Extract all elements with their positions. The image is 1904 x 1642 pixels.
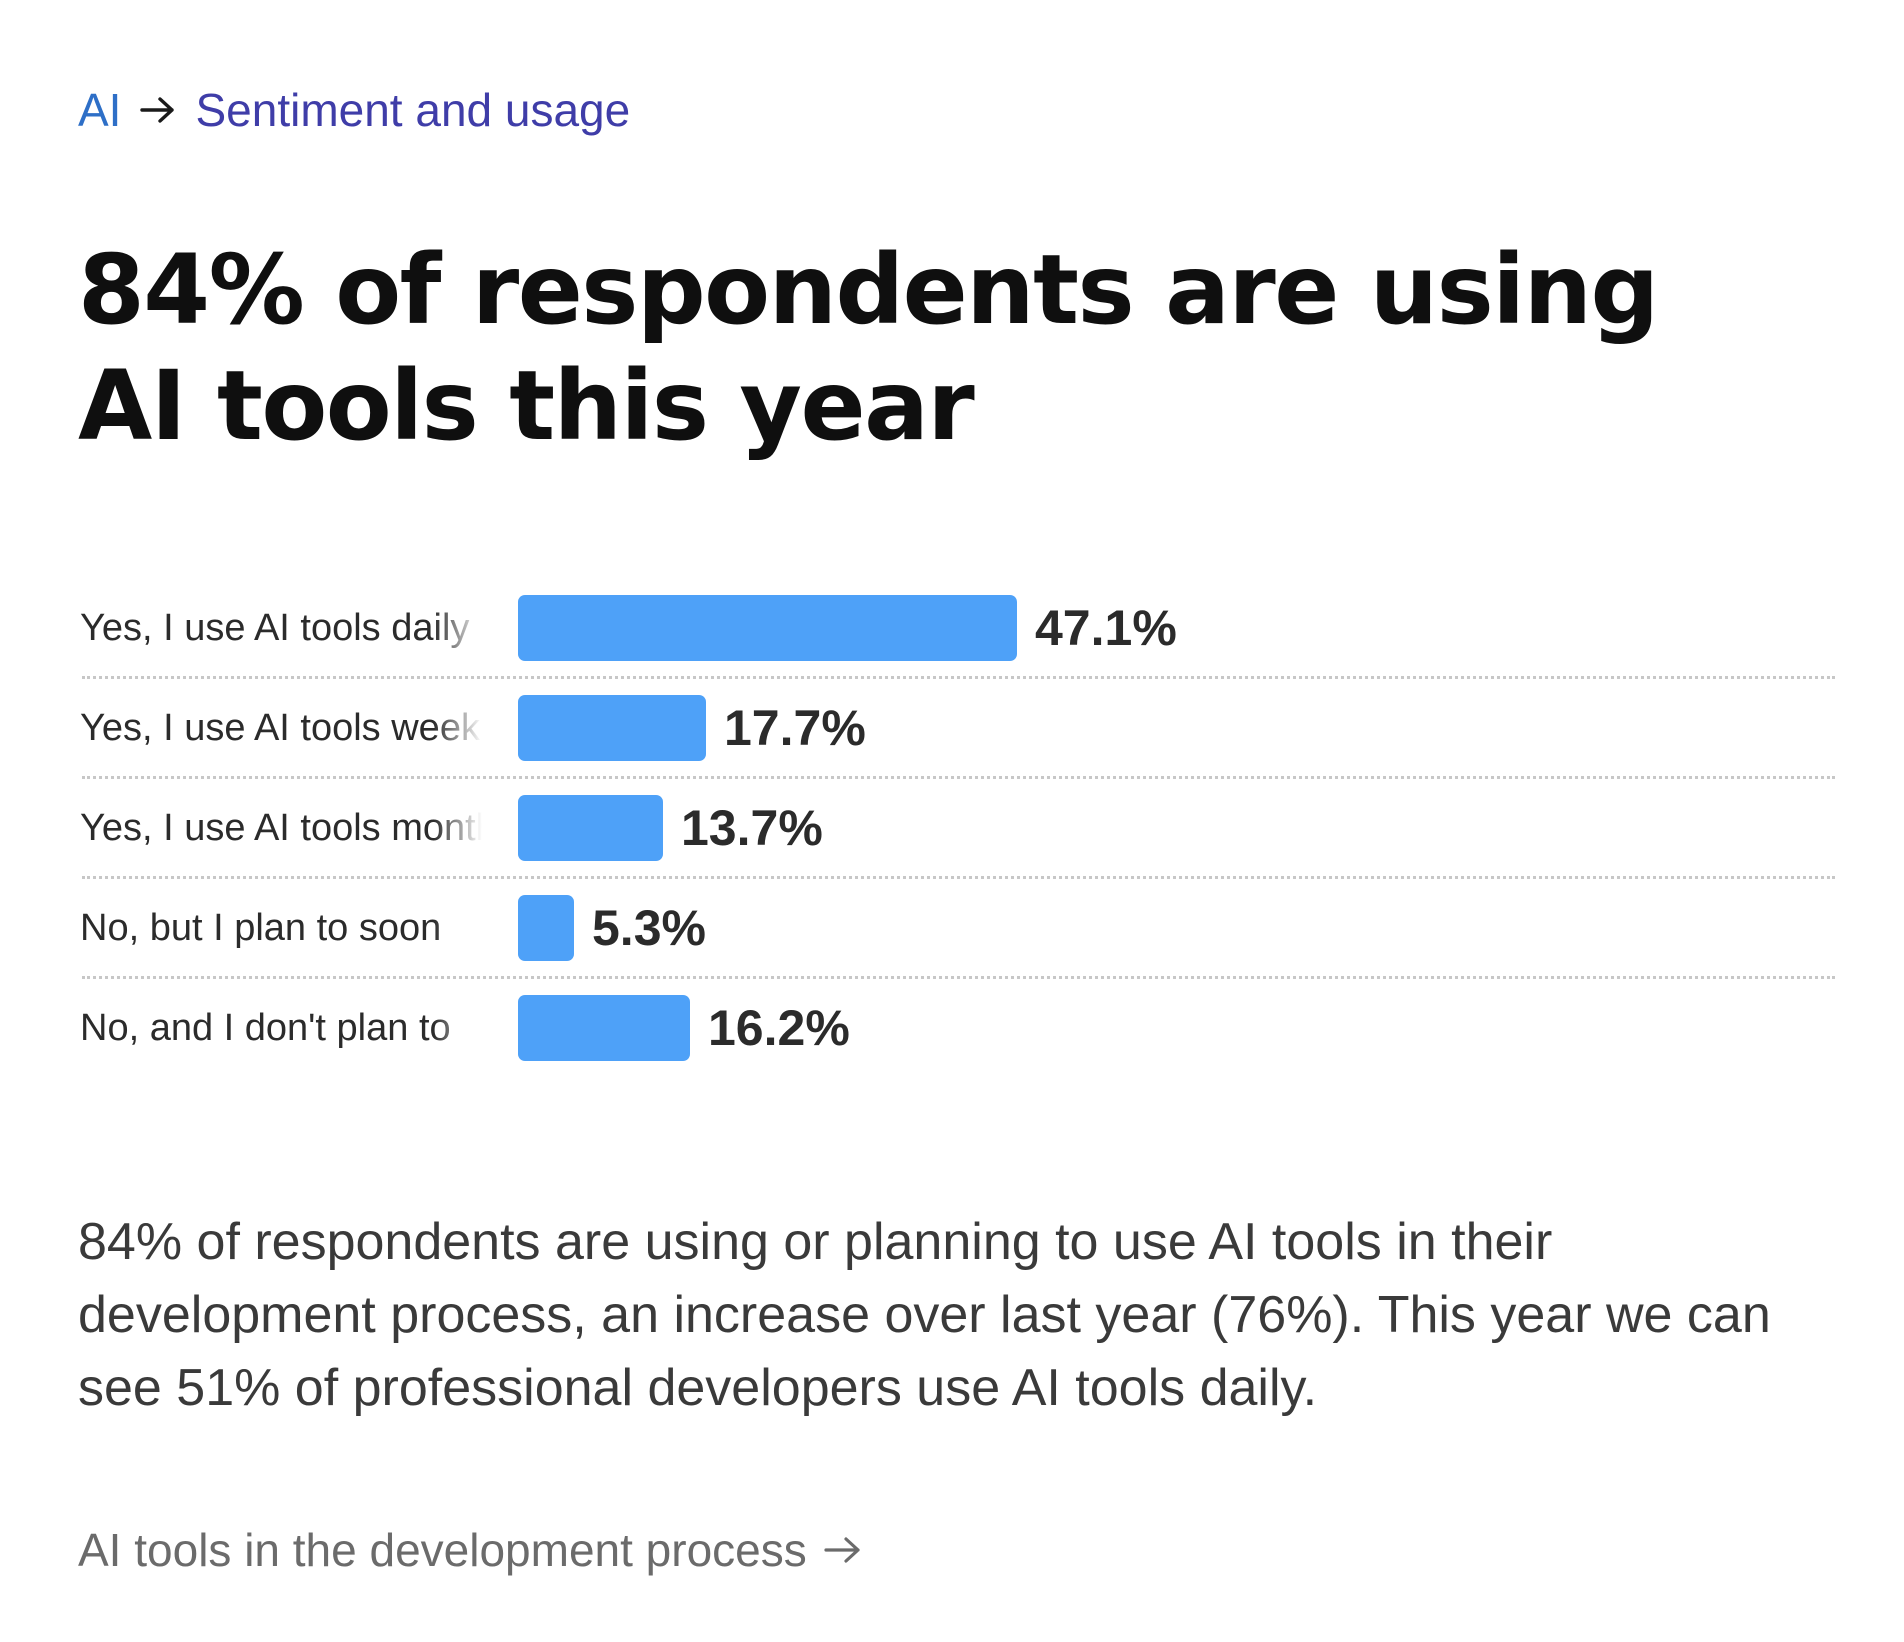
bar <box>518 995 690 1061</box>
value-label: 47.1% <box>1035 600 1177 656</box>
value-label: 5.3% <box>592 900 706 956</box>
bar <box>518 895 574 961</box>
category-label: Yes, I use AI tools weekly <box>80 707 482 749</box>
bar <box>518 595 1017 661</box>
value-label: 13.7% <box>681 800 823 856</box>
breadcrumb-ai-link[interactable]: AI <box>78 84 122 136</box>
row-divider <box>82 676 1835 679</box>
value-label: 17.7% <box>724 700 866 756</box>
row-divider <box>82 776 1835 779</box>
row-divider <box>82 976 1835 979</box>
chart-row: Yes, I use AI tools daily 47.1% <box>78 578 1835 679</box>
next-section-label: AI tools in the development process <box>78 1524 807 1576</box>
breadcrumb: AI Sentiment and usage <box>78 80 630 140</box>
chart-row: Yes, I use AI tools weekly 17.7% <box>78 678 1835 779</box>
bar <box>518 795 663 861</box>
category-label: No, but I plan to soon <box>80 907 442 949</box>
breadcrumb-sentiment-link[interactable]: Sentiment and usage <box>195 84 631 136</box>
description-text: 84% of respondents are using or planning… <box>78 1213 1771 1417</box>
page-title: 84% of respondents are using AI tools th… <box>78 234 1659 462</box>
category-label: Yes, I use AI tools monthly or infrequen… <box>80 807 482 849</box>
chart-row: No, and I don't plan to 16.2% <box>78 978 1835 1078</box>
chart-row: Yes, I use AI tools monthly or infrequen… <box>78 778 1835 879</box>
category-label: No, and I don't plan to <box>80 1007 451 1049</box>
next-section-link[interactable]: AI tools in the development process <box>78 1520 863 1580</box>
usage-bar-chart: Yes, I use AI tools daily 47.1% Yes, I use… <box>78 578 1835 1118</box>
value-label: 16.2% <box>708 1000 850 1056</box>
arrow-right-icon <box>824 1537 860 1563</box>
category-label: Yes, I use AI tools daily <box>80 607 470 649</box>
bar <box>518 695 706 761</box>
arrow-right-icon <box>140 97 175 123</box>
row-divider <box>82 876 1835 879</box>
chart-row: No, but I plan to soon 5.3% <box>78 878 1835 979</box>
